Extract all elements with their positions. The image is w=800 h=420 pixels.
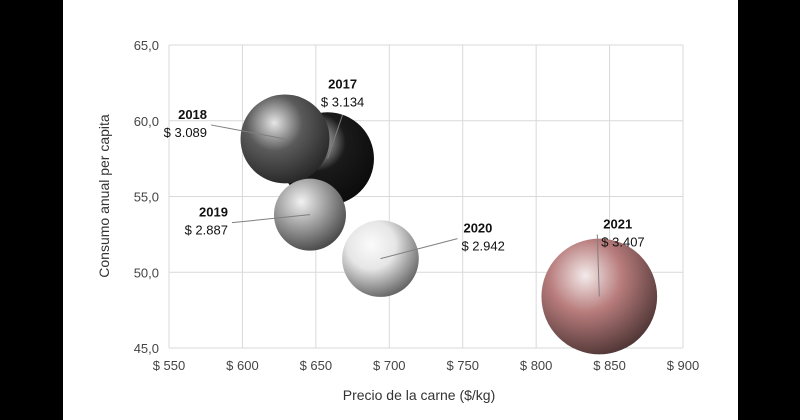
x-tick-label: $ 600: [226, 358, 259, 373]
y-axis-title: Consumo anual per capita: [96, 114, 112, 278]
leader-line: [231, 214, 311, 224]
year-label: 2018: [178, 107, 207, 122]
x-tick-label: $ 550: [153, 358, 186, 373]
bubble-2018: [240, 94, 330, 184]
year-label: 2021: [603, 216, 632, 231]
year-label: 2017: [328, 77, 357, 92]
y-tick-label: 45,0: [134, 341, 159, 356]
x-axis-title: Precio de la carne ($/kg): [343, 387, 496, 403]
leader-line: [380, 238, 458, 260]
x-tick-label: $ 800: [520, 358, 553, 373]
value-label: $ 2.942: [461, 239, 504, 254]
y-tick-label: 65,0: [134, 38, 159, 53]
x-tick-label: $ 700: [373, 358, 406, 373]
leader-line: [596, 234, 600, 297]
bubble-chart: 2017 $ 3.134 2018 $ 3.089 2019 $ 2.887 2020 $ 2…: [96, 38, 700, 403]
value-label: $ 2.887: [185, 223, 228, 238]
leader-line: [210, 124, 286, 140]
x-tick-label: $ 650: [300, 358, 333, 373]
x-tick-label: $ 900: [667, 358, 700, 373]
chart-panel: 2017 $ 3.134 2018 $ 3.089 2019 $ 2.887 2020 $ 2…: [63, 0, 738, 420]
value-label: $ 3.407: [601, 234, 644, 249]
year-label: 2020: [463, 221, 492, 236]
y-tick-label: 55,0: [134, 190, 159, 205]
value-label: $ 3.134: [321, 95, 364, 110]
leader-line: [327, 114, 344, 159]
y-tick-label: 60,0: [134, 114, 159, 129]
value-label: $ 3.089: [164, 125, 207, 140]
x-tick-label: $ 750: [446, 358, 479, 373]
year-label: 2019: [199, 205, 228, 220]
x-tick-label: $ 850: [593, 358, 626, 373]
y-tick-label: 50,0: [134, 265, 159, 280]
